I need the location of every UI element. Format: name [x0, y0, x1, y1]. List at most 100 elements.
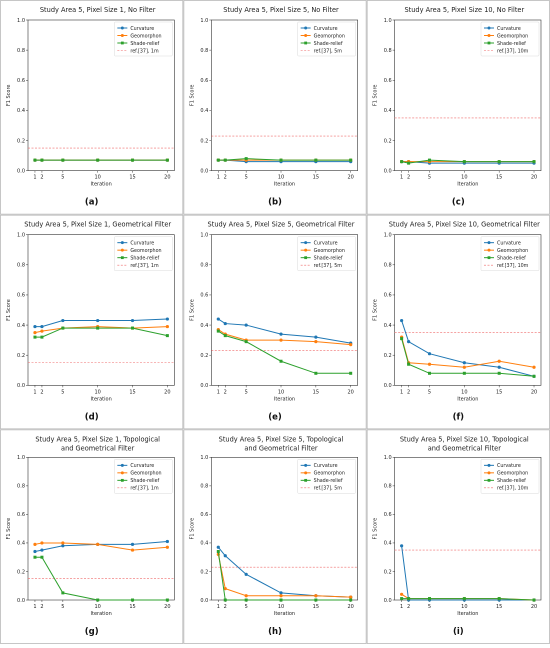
data-point-shade-relief [532, 374, 536, 378]
legend-marker [120, 41, 124, 45]
x-tick-label: 1 [217, 604, 220, 610]
data-point-shade-relief [462, 160, 466, 164]
legend-box [480, 21, 540, 57]
data-point-shade-relief [428, 371, 432, 375]
data-point-shade-relief [279, 158, 283, 162]
x-tick-label: 10 [461, 389, 467, 395]
y-tick-label: 1.0 [17, 232, 25, 238]
y-tick-label: 0.4 [384, 323, 392, 329]
data-point-shade-relief [61, 326, 65, 330]
y-tick-label: 0.4 [384, 108, 392, 114]
data-point-curvature [400, 318, 404, 323]
data-point-geomorphon [532, 365, 536, 369]
legend-label: Geomorphon [314, 471, 345, 477]
data-point-shade-relief [223, 158, 227, 162]
x-tick-label: 15 [313, 604, 319, 610]
data-point-curvature [314, 335, 318, 339]
data-point-shade-relief [462, 371, 466, 375]
panel-label: (e) [268, 412, 282, 422]
x-tick-label: 20 [531, 175, 537, 181]
x-tick-label: 10 [94, 175, 100, 181]
data-point-curvature [427, 352, 432, 356]
y-axis-label: F1 Score [189, 85, 195, 107]
legend-label: ref.[37], 5m [314, 263, 343, 269]
legend-marker [487, 34, 491, 37]
y-tick-label: 0.8 [17, 263, 25, 269]
series-line-shade-relief [401, 338, 535, 377]
chart-title-line: Study Area 5, Pixel Size 5, Geometrical … [208, 221, 355, 229]
legend-marker [120, 34, 124, 37]
legend-label: ref.[37], 10m [497, 48, 529, 54]
y-tick-label: 0.0 [200, 383, 208, 389]
x-tick-label: 2 [40, 604, 43, 610]
data-point-shade-relief [349, 158, 353, 162]
x-tick-label: 20 [348, 175, 354, 181]
data-point-shade-relief [165, 158, 169, 162]
data-point-shade-relief [216, 158, 220, 162]
data-point-shade-relief [223, 334, 227, 338]
data-point-shade-relief [314, 371, 318, 375]
chart-title-line: and Geometrical Filter [244, 444, 318, 452]
x-axis-label: Iteration [274, 396, 295, 402]
x-axis-label: Iteration [274, 182, 295, 188]
legend-marker [120, 241, 124, 245]
x-tick-label: 10 [461, 604, 467, 610]
data-point-geomorphon [61, 541, 65, 545]
legend-marker [304, 241, 308, 245]
data-point-shade-relief [216, 550, 220, 554]
x-axis-label: Iteration [91, 611, 112, 617]
legend-label: Geomorphon [497, 248, 528, 254]
x-axis-label: Iteration [457, 611, 478, 617]
y-tick-label: 0.8 [200, 48, 208, 54]
legend-label: Curvature [314, 463, 338, 469]
x-axis-label: Iteration [91, 396, 112, 402]
x-tick-label: 15 [129, 175, 135, 181]
data-point-curvature [33, 324, 37, 329]
legend-box [297, 459, 356, 494]
y-tick-label: 0.0 [200, 168, 208, 174]
y-tick-label: 1.0 [384, 455, 392, 461]
data-point-shade-relief [497, 160, 501, 164]
y-tick-label: 1.0 [17, 455, 25, 461]
data-point-curvature [406, 340, 411, 344]
chart-panel-e: Study Area 5, Pixel Size 5, Geometrical … [183, 214, 367, 430]
x-tick-label: 2 [407, 389, 410, 395]
data-point-curvature [462, 361, 466, 365]
legend-box [480, 236, 540, 271]
legend-marker [120, 478, 124, 482]
legend-marker [487, 463, 491, 467]
legend-label: Geomorphon [497, 33, 528, 39]
y-tick-label: 0.4 [384, 541, 392, 547]
legend: CurvatureGeomorphonShade-reliefref.[37],… [297, 21, 356, 57]
x-tick-label: 1 [400, 175, 403, 181]
y-tick-label: 0.6 [384, 512, 392, 518]
y-tick-label: 0.6 [17, 512, 25, 518]
legend-label: Geomorphon [130, 248, 161, 254]
x-tick-label: 20 [348, 389, 354, 395]
legend: CurvatureGeomorphonShade-reliefref.[37],… [297, 459, 356, 494]
y-tick-label: 0.2 [384, 569, 392, 575]
data-point-geomorphon [165, 545, 169, 549]
data-point-shade-relief [349, 598, 353, 602]
y-tick-label: 0.0 [384, 598, 392, 604]
data-point-curvature [244, 323, 248, 327]
legend-marker [304, 248, 308, 252]
x-tick-label: 2 [224, 389, 227, 395]
y-tick-label: 0.4 [200, 323, 208, 329]
data-point-shade-relief [532, 160, 536, 164]
x-tick-label: 5 [245, 389, 248, 395]
panel-label: (c) [452, 198, 465, 208]
legend-marker [304, 34, 308, 37]
data-point-shade-relief [165, 334, 169, 338]
data-point-shade-relief [428, 597, 432, 601]
data-point-shade-relief [279, 359, 283, 363]
legend-marker [487, 241, 491, 245]
legend-label: Curvature [314, 26, 338, 32]
panel-label: (i) [453, 627, 464, 637]
legend-box [480, 459, 540, 494]
legend-label: Geomorphon [314, 248, 345, 254]
data-point-geomorphon [40, 541, 44, 545]
data-point-shade-relief [216, 329, 220, 333]
y-tick-label: 0.8 [17, 48, 25, 54]
